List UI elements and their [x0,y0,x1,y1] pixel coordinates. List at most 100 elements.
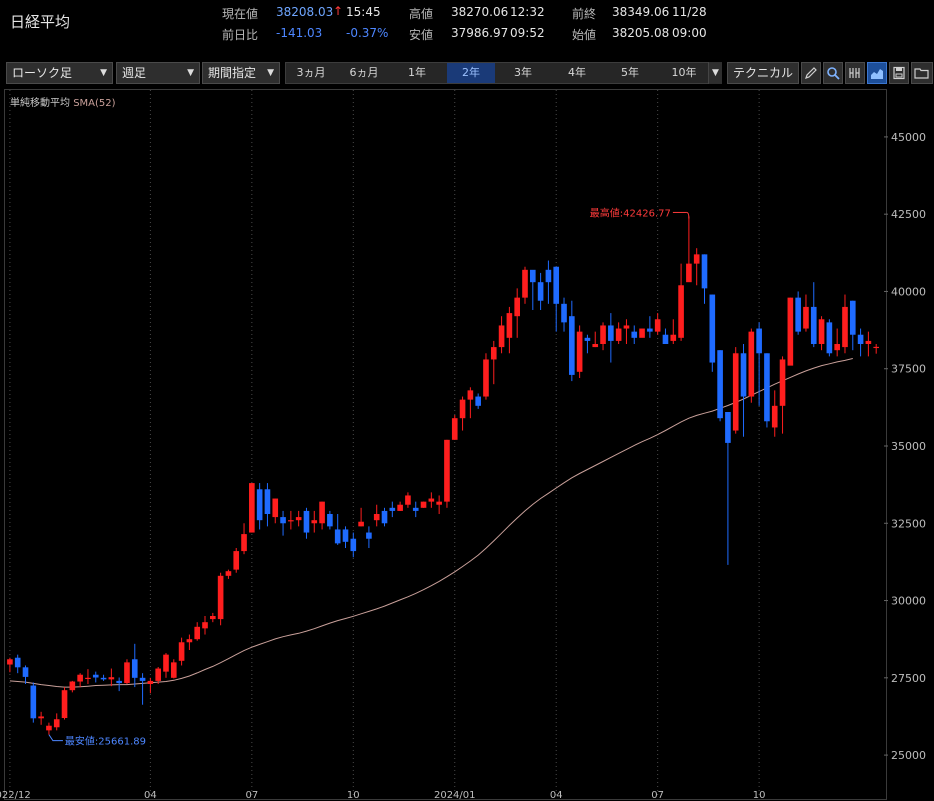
candle-body [280,517,286,524]
candle-body [490,347,497,360]
candle-body [311,520,318,524]
candle-body [740,353,747,397]
magnifier-icon[interactable] [823,62,843,84]
candle-body [249,483,255,533]
candle-body [334,529,341,544]
candle-body [381,510,388,524]
period-mode-value: 期間指定 [208,66,257,80]
quote-change-pct: -0.37% [346,26,389,40]
candle-body [553,266,560,304]
candle-body [30,685,37,719]
candle-body [350,538,357,552]
period-6m-button[interactable]: 6ヵ月 [349,66,379,79]
quote-open: 38205.08 [612,26,670,40]
candle-body [444,439,450,502]
y-tick-label: 37500 [891,363,926,376]
candle-body [834,344,840,351]
quote-label-low: 安値 [409,28,434,42]
candle-body [701,254,708,289]
candle-body [46,725,52,731]
pencil-icon[interactable] [801,62,821,84]
period-more-chevron-icon[interactable]: ▼ [708,62,722,84]
sma-line [9,358,853,688]
period-1y-button[interactable]: 1年 [408,66,426,79]
candle-body [693,254,700,264]
indicator-param: SMA(52) [73,98,116,109]
candle-body [670,334,677,341]
candle-body [436,501,442,505]
period-10y-button[interactable]: 10年 [671,66,697,79]
candle-body [865,340,872,344]
candle-body [264,489,271,514]
candle-body [569,316,575,375]
candle-body [170,662,177,678]
candle-body [662,334,669,344]
candle-body [451,418,458,440]
candle-body [615,328,622,341]
candle-body [295,517,302,521]
period-mode-select[interactable]: 期間指定 ▼ [202,62,280,84]
quote-prev-close-date: 11/28 [672,5,707,19]
y-tick-label: 25000 [891,749,926,762]
candle-body [771,405,778,428]
period-2y-button[interactable]: 2年 [447,63,495,83]
candle-body [358,521,364,527]
candle-body [124,662,130,684]
quote-change: -141.03 [276,26,323,40]
folder-icon[interactable] [911,62,933,84]
candle-body [756,328,762,354]
candle-body [873,346,880,349]
candle-body [69,681,76,691]
new-high-icon[interactable] [845,62,865,84]
candle-body [389,507,396,511]
period-4y-button[interactable]: 4年 [568,66,586,79]
candle-body [522,269,528,298]
candle-body [92,674,99,678]
y-tick-label: 40000 [891,285,926,298]
candle-body [100,677,107,680]
candle-body [475,396,481,406]
chart-type-value: ローソク足 [12,66,73,80]
period-button-bar: 3ヵ月 6ヵ月 1年 2年 3年 4年 5年 10年 [285,62,721,84]
y-tick-label: 45000 [891,131,926,144]
technical-button[interactable]: テクニカル [727,62,799,84]
candle-body [202,622,208,629]
period-3y-button[interactable]: 3年 [514,66,532,79]
candle-body [272,498,279,518]
candle-body [647,328,653,332]
area-chart-icon[interactable] [867,62,887,84]
save-icon[interactable] [889,62,909,84]
candle-body [256,489,263,521]
period-5y-button[interactable]: 5年 [621,66,639,79]
candle-body [779,359,786,406]
candle-body [498,325,505,348]
candle-body [225,571,232,576]
period-3m-button[interactable]: 3ヵ月 [296,66,326,79]
candle-body [600,325,606,344]
candle-body [748,331,755,397]
y-tick-label: 42500 [891,208,926,221]
candle-body [561,303,567,323]
candle-body [506,313,513,338]
candle-body [38,716,44,719]
candle-body [592,344,599,348]
candle-body [529,269,536,283]
candle-body [576,331,583,372]
high-annotation-pointer [686,211,690,219]
high-annotation-label: 最高値:42426.77 [590,206,671,219]
candle-body [709,294,716,363]
up-arrow-icon: ↑ [333,4,344,18]
candle-body [725,412,731,443]
chart-type-select[interactable]: ローソク足 ▼ [6,62,113,84]
candle-body [826,322,833,354]
candle-body [732,353,739,431]
candle-body [116,680,122,684]
indicator-legend: 単純移動平均 SMA(52) [10,94,116,109]
interval-select[interactable]: 週足 ▼ [116,62,200,84]
candle-body [420,501,427,508]
candle-body [608,325,614,341]
candle-body [631,331,638,338]
candle-body [623,325,630,329]
candle-body [85,677,91,680]
